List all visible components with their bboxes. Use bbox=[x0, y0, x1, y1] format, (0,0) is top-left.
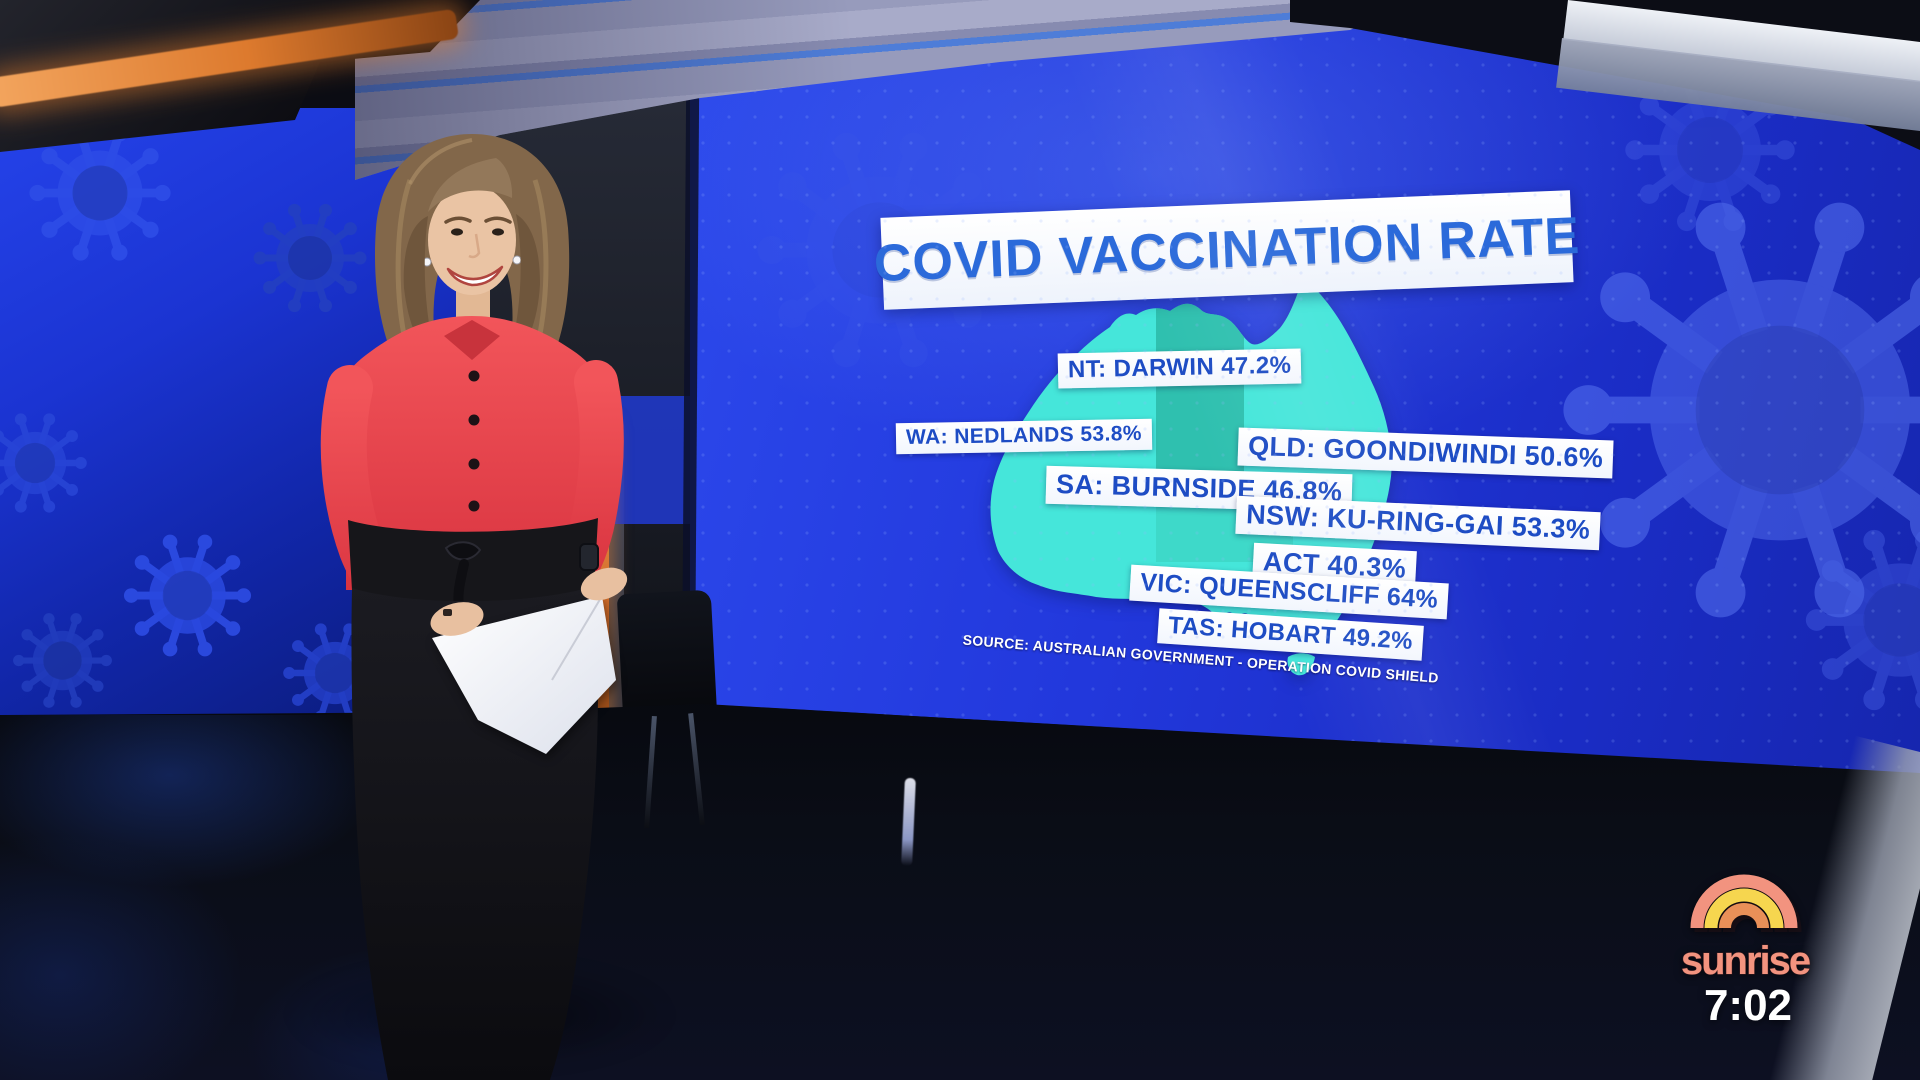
wristwatch bbox=[579, 543, 599, 571]
presenter-face bbox=[422, 185, 522, 295]
presenter bbox=[320, 134, 628, 1080]
presenter-hand bbox=[580, 567, 628, 601]
map-label-nt: NT: DARWIN 47.2% bbox=[1057, 348, 1302, 389]
page-title: COVID VACCINATION RATE bbox=[872, 206, 1582, 294]
presentation-screen: NT: DARWIN 47.2% WA: NEDLANDS 53.8% QLD:… bbox=[690, 19, 1920, 775]
button bbox=[468, 458, 480, 470]
coronavirus-icon bbox=[0, 413, 87, 512]
channel-name: sunrise bbox=[1681, 939, 1810, 983]
button bbox=[468, 500, 480, 512]
screen-graphics: NT: DARWIN 47.2% WA: NEDLANDS 53.8% QLD:… bbox=[690, 20, 1920, 774]
channel-bug: sunrise 7:02 bbox=[1680, 874, 1812, 1030]
earring bbox=[512, 255, 522, 265]
coronavirus-icon bbox=[124, 535, 251, 657]
presenter-belt bbox=[348, 518, 598, 617]
map-label-wa: WA: NEDLANDS 53.8% bbox=[895, 418, 1153, 455]
map-region-nt bbox=[1156, 296, 1244, 490]
button bbox=[468, 414, 480, 426]
sunrise-arch-icon bbox=[1690, 874, 1802, 933]
map-tasmania bbox=[1287, 653, 1315, 676]
clock: 7:02 bbox=[1704, 981, 1792, 1030]
coronavirus-icon bbox=[13, 613, 112, 708]
ring bbox=[443, 609, 452, 616]
script-paper bbox=[432, 595, 616, 754]
button bbox=[468, 370, 480, 382]
